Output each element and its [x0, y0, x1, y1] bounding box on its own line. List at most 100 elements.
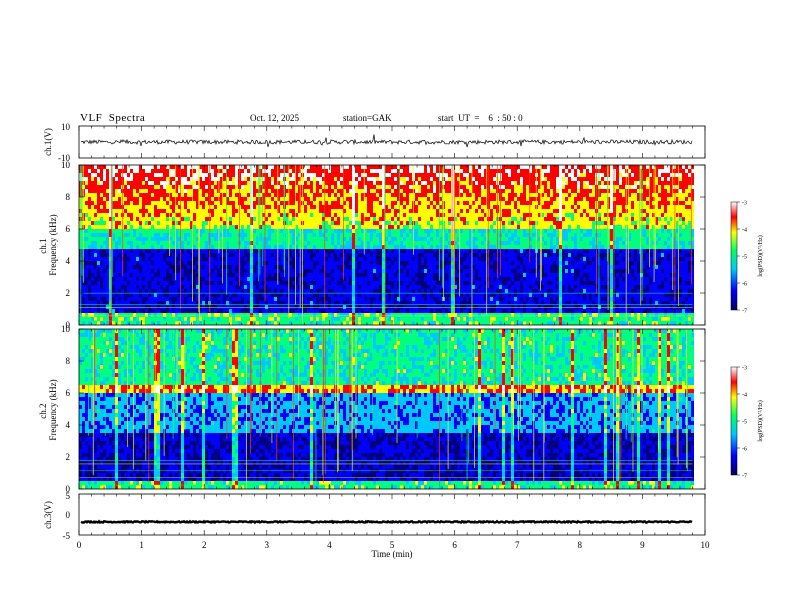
spectrogram-cell [268, 173, 271, 177]
spectrogram-cell [124, 201, 127, 205]
spectrogram-cell [226, 245, 229, 249]
spectrogram-cell [445, 189, 448, 193]
spectrogram-cell [367, 233, 370, 237]
spectrogram-cell [157, 317, 160, 321]
spectrogram-cell [391, 281, 394, 285]
spectrogram-cell [223, 245, 226, 249]
spectrogram-cell [115, 297, 118, 301]
spectrogram-cell [181, 197, 184, 201]
spectrogram-cell [115, 257, 118, 261]
spectrogram-cell [187, 281, 190, 285]
spectrogram-cell [283, 289, 286, 293]
spectrogram-cell [424, 245, 427, 249]
spectrogram-cell [286, 221, 289, 225]
spectrogram-cell [394, 253, 397, 257]
spectrogram-cell [97, 221, 100, 225]
spectrogram-cell [163, 237, 166, 241]
spectrogram-cell [379, 213, 382, 217]
spectrogram-cell [451, 225, 454, 229]
spectrogram-cell [430, 209, 433, 213]
spectrogram-cell [151, 293, 154, 297]
spectrogram-cell [376, 165, 379, 169]
spectrogram-cell [127, 309, 130, 313]
spectrogram-cell [349, 289, 352, 293]
spectrogram-cell [190, 313, 193, 317]
spectrogram-cell [340, 217, 343, 221]
spectrogram-cell [271, 197, 274, 201]
spectrogram-cell [154, 217, 157, 221]
spectrogram-cell [88, 321, 91, 325]
spectrogram-cell [397, 249, 400, 253]
spectrogram-cell [97, 165, 100, 169]
spectrogram-cell [322, 233, 325, 237]
spectrogram-cell [91, 301, 94, 305]
spectrogram-cell [223, 181, 226, 185]
spectrogram-cell [265, 317, 268, 321]
spectrogram-cell [406, 281, 409, 285]
spectrogram-cell [133, 197, 136, 201]
spectrogram-cell [211, 309, 214, 313]
spectrogram-cell [292, 249, 295, 253]
spectrogram-cell [286, 241, 289, 245]
spectrogram-cell [421, 297, 424, 301]
spectrogram-cell [214, 185, 217, 189]
spectrogram-cell [127, 165, 130, 169]
spectrogram-cell [220, 265, 223, 269]
spectrogram-cell [175, 177, 178, 181]
spectrogram-cell [193, 257, 196, 261]
spectrogram-cell [286, 197, 289, 201]
spectrogram-cell [190, 305, 193, 309]
spectrogram-cell [265, 193, 268, 197]
spectrogram-cell [250, 229, 253, 233]
spectrogram-cell [109, 181, 112, 185]
spectrogram-cell [439, 237, 442, 241]
spectrogram-cell [436, 297, 439, 301]
spectrogram-cell [205, 253, 208, 257]
spectrogram-cell [424, 257, 427, 261]
spectrogram-cell [91, 265, 94, 269]
spectrogram-cell [97, 281, 100, 285]
spectrogram-cell [148, 193, 151, 197]
spectrogram-cell [160, 221, 163, 225]
spectrogram-cell [409, 265, 412, 269]
spectrogram-cell [406, 229, 409, 233]
spectrogram-cell [331, 189, 334, 193]
spectrogram-cell [298, 321, 301, 325]
spectrogram-cell [169, 213, 172, 217]
spectrogram-cell [277, 301, 280, 305]
spectrogram-cell [154, 249, 157, 253]
spectrogram-cell [103, 281, 106, 285]
spectrogram-cell [157, 281, 160, 285]
spectrogram-cell [400, 233, 403, 237]
spectrogram-cell [424, 217, 427, 221]
spectrogram-cell [100, 289, 103, 293]
spectrogram-cell [337, 285, 340, 289]
spectrogram-cell [127, 185, 130, 189]
spectrogram-cell [451, 221, 454, 225]
spectrogram-cell [85, 165, 88, 169]
spectrogram-cell [148, 173, 151, 177]
spectrogram-cell [163, 221, 166, 225]
spectrogram-cell [148, 293, 151, 297]
spectrogram-cell [85, 181, 88, 185]
spectrogram-cell [172, 169, 175, 173]
spectrogram-cell [142, 253, 145, 257]
spectrogram-cell [232, 173, 235, 177]
spectrogram-cell [145, 281, 148, 285]
spectrogram-cell [361, 209, 364, 213]
spectrogram-cell [268, 313, 271, 317]
spectrogram-cell [343, 181, 346, 185]
spectrogram-cell [325, 229, 328, 233]
spectrogram-cell [340, 233, 343, 237]
spectrogram-cell [388, 185, 391, 189]
spectrogram-cell [181, 233, 184, 237]
spectrogram-cell [256, 273, 259, 277]
spectrogram-cell [427, 281, 430, 285]
spectrogram-cell [172, 165, 175, 169]
spectrogram-cell [286, 237, 289, 241]
spectrogram-cell [253, 285, 256, 289]
spectrogram-cell [409, 301, 412, 305]
spectrogram-cell [400, 313, 403, 317]
spectrogram-cell [103, 317, 106, 321]
spectrogram-cell [445, 313, 448, 317]
